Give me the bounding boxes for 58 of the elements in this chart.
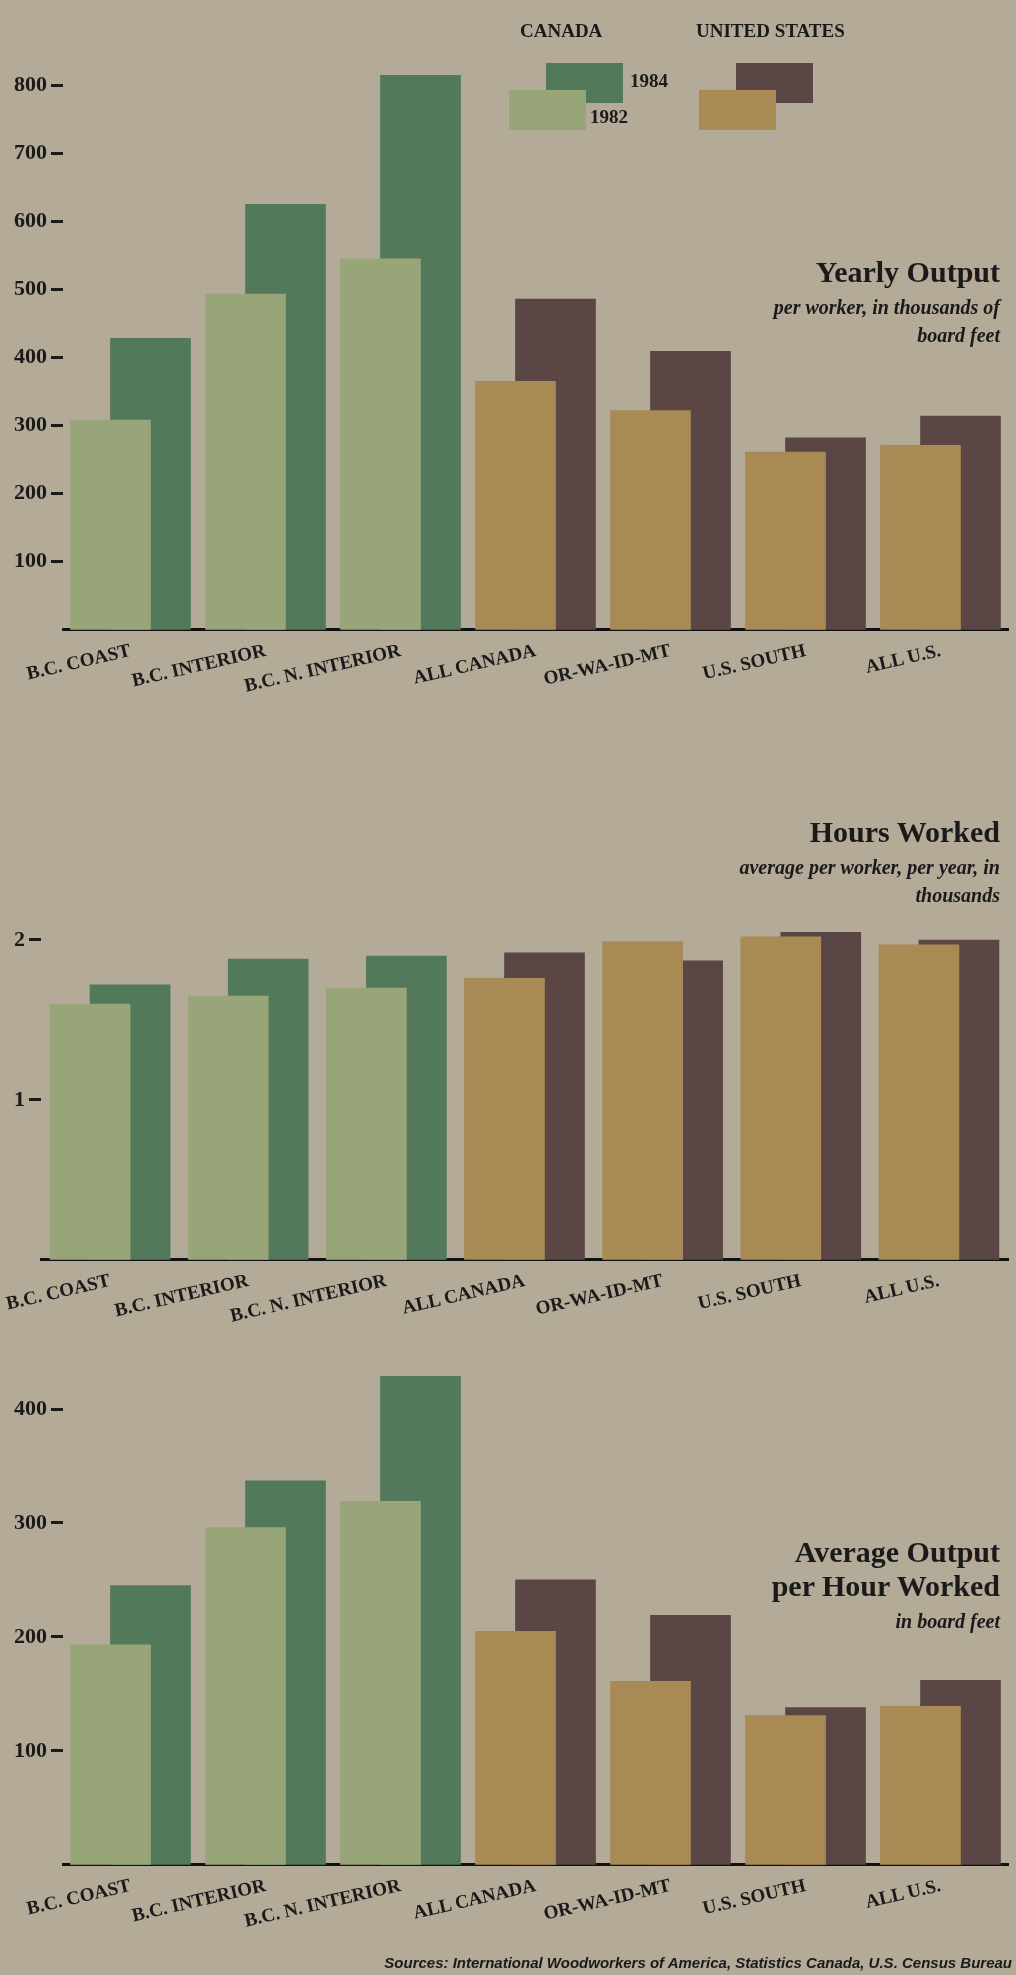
bar xyxy=(70,419,151,630)
y-tick-label: 800 xyxy=(14,70,47,96)
legend-label: 1984 xyxy=(630,70,668,92)
bar xyxy=(880,1706,961,1865)
text: per worker, in thousands of board feet xyxy=(771,295,1000,349)
bar xyxy=(602,941,683,1260)
bar xyxy=(745,451,826,630)
y-tick-label: 200 xyxy=(14,1622,47,1648)
bar xyxy=(610,1681,691,1865)
y-tick-label: 400 xyxy=(14,1394,47,1420)
y-tick-label: 300 xyxy=(14,411,47,437)
y-tick-label: 100 xyxy=(14,547,47,573)
bar xyxy=(610,410,691,630)
text: Average Output per Hour Worked xyxy=(770,1535,1000,1603)
x-tick-label: ALL U.S. xyxy=(863,639,943,677)
bar xyxy=(205,293,286,630)
text: CANADA xyxy=(520,20,603,41)
x-tick-label: B.C. COAST xyxy=(4,1269,113,1314)
bar xyxy=(340,1501,421,1865)
source-note: Sources: International Woodworkers of America, Statistics Canada, U.S. Census Bureau xyxy=(384,1954,1012,1971)
text: Yearly Output xyxy=(814,255,1000,289)
x-tick-label: B.C. COAST xyxy=(24,639,133,684)
x-tick-label: ALL U.S. xyxy=(863,1874,943,1912)
y-tick-label: 300 xyxy=(14,1508,47,1534)
x-tick-label: ALL CANADA xyxy=(410,1874,538,1923)
y-tick-label: 500 xyxy=(14,275,47,301)
bar xyxy=(205,1527,286,1865)
legend-label: 1982 xyxy=(590,106,628,128)
x-tick-label: ALL CANADA xyxy=(410,639,538,688)
bar xyxy=(326,987,407,1260)
bar xyxy=(878,944,960,1260)
bar xyxy=(475,1630,556,1865)
bar xyxy=(70,1644,151,1865)
y-tick-label: 2 xyxy=(14,925,25,951)
y-tick-label: 1 xyxy=(14,1085,25,1111)
text: UNITED STATES xyxy=(696,20,846,42)
bar xyxy=(340,258,421,630)
y-tick-label: 200 xyxy=(14,479,47,505)
y-tick-label: 600 xyxy=(14,207,47,233)
chart-title: Hours Worked xyxy=(808,815,1000,849)
x-tick-label: ALL U.S. xyxy=(861,1269,941,1307)
bar xyxy=(49,1003,131,1260)
bar xyxy=(475,381,556,630)
text: in board feet xyxy=(894,1609,1000,1635)
chart-subtitle: average per worker, per year, in thousands xyxy=(738,855,1000,908)
y-tick-label: 100 xyxy=(14,1736,47,1762)
bar xyxy=(880,444,961,630)
bar xyxy=(740,936,822,1260)
x-tick-label: U.S. SOUTH xyxy=(695,1269,803,1314)
x-tick-label: U.S. SOUTH xyxy=(700,639,808,684)
bar xyxy=(745,1715,826,1865)
y-tick-label: 700 xyxy=(14,138,47,164)
x-tick-label: ALL CANADA xyxy=(399,1269,527,1318)
bar xyxy=(464,978,545,1260)
bar xyxy=(187,995,269,1260)
x-tick-label: U.S. SOUTH xyxy=(700,1874,808,1919)
x-tick-label: B.C. COAST xyxy=(24,1874,133,1919)
y-tick-label: 400 xyxy=(14,343,47,369)
